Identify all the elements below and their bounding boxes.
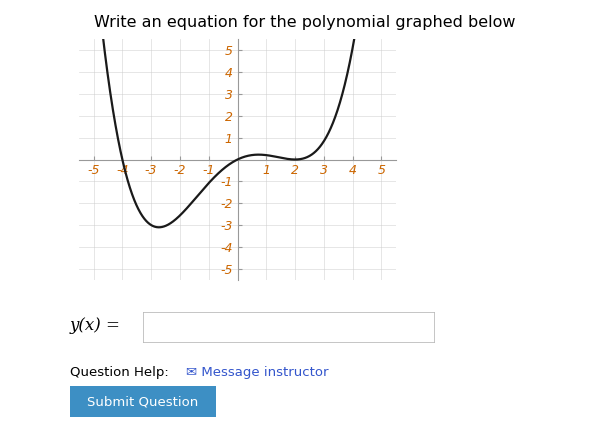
Text: Question Help:: Question Help: [70,366,169,379]
FancyBboxPatch shape [58,383,228,420]
FancyBboxPatch shape [143,312,435,343]
Text: y(x) =: y(x) = [70,317,121,334]
Text: Write an equation for the polynomial graphed below: Write an equation for the polynomial gra… [94,15,515,30]
Text: Submit Question: Submit Question [88,395,199,408]
Text: ✉ Message instructor: ✉ Message instructor [186,366,328,379]
